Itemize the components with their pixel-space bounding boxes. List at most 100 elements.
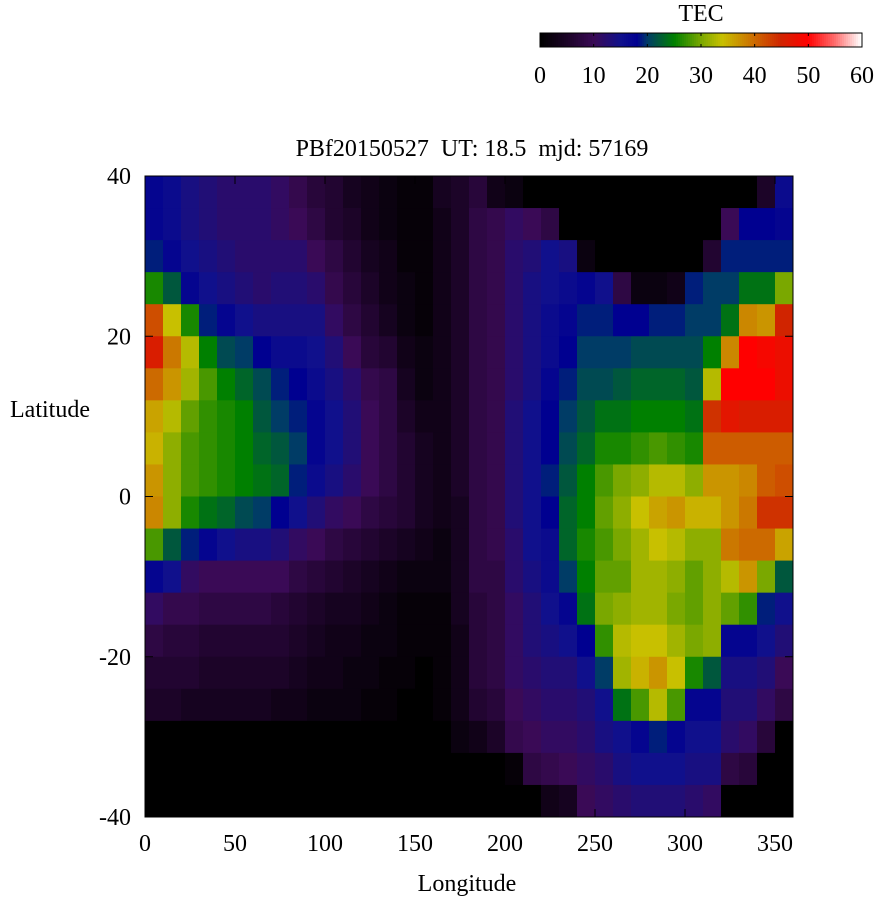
colorbar-swatch (726, 33, 729, 47)
heatmap-cell (613, 336, 632, 369)
heatmap-cell (703, 400, 722, 433)
colorbar-swatch (648, 33, 651, 47)
heatmap-cell (415, 432, 434, 465)
colorbar-swatch (750, 33, 753, 47)
heatmap-cell (523, 560, 542, 594)
heatmap-cell (703, 208, 722, 241)
colorbar-swatch (570, 33, 573, 47)
heatmap-cell (541, 336, 560, 369)
heatmap-cell (559, 752, 578, 786)
colorbar-swatch (802, 33, 805, 47)
heatmap-cell (253, 624, 272, 658)
heatmap-cell (361, 560, 380, 594)
heatmap-cell (487, 304, 506, 337)
heatmap-cell (577, 368, 596, 401)
heatmap-cell (415, 752, 434, 786)
heatmap-cell (451, 592, 470, 626)
heatmap-cell (613, 400, 632, 433)
heatmap-cell (289, 272, 308, 305)
heatmap-cell (451, 208, 470, 241)
heatmap-cell (235, 240, 254, 273)
heatmap-cell (199, 176, 218, 209)
heatmap-cell (685, 688, 704, 722)
colorbar-swatch (656, 33, 659, 47)
heatmap-cell (721, 720, 740, 754)
colorbar-tick-label: 10 (582, 63, 606, 89)
heatmap-cell (595, 336, 614, 369)
heatmap-cell (631, 496, 650, 530)
heatmap-cell (397, 464, 416, 497)
heatmap-cell (649, 688, 668, 722)
heatmap-cell (649, 560, 668, 594)
heatmap-cell (775, 688, 794, 722)
heatmap-cell (577, 176, 596, 209)
heatmap-cell (613, 656, 632, 690)
heatmap-cell (325, 624, 344, 658)
heatmap-cell (163, 752, 182, 786)
heatmap-cell (379, 208, 398, 241)
heatmap-cell (145, 592, 164, 626)
heatmap-cell (649, 528, 668, 562)
colorbar-swatch (632, 33, 635, 47)
heatmap-cell (199, 208, 218, 241)
colorbar-swatch (612, 33, 615, 47)
colorbar-swatch (836, 33, 839, 47)
heatmap-cell (379, 240, 398, 273)
y-tick-label: 20 (107, 324, 131, 350)
heatmap-cell (649, 496, 668, 530)
heatmap-cell (613, 688, 632, 722)
heatmap-cell (649, 240, 668, 273)
colorbar-swatch (736, 33, 739, 47)
heatmap-cell (271, 720, 290, 754)
colorbar-swatch (706, 33, 709, 47)
heatmap-cell (217, 176, 236, 209)
heatmap-cell (613, 784, 632, 818)
heatmap-cell (343, 432, 362, 465)
heatmap-cell (451, 368, 470, 401)
heatmap-cell (217, 656, 236, 690)
colorbar-swatch (634, 33, 637, 47)
heatmap-cell (451, 336, 470, 369)
colorbar-swatch (552, 33, 555, 47)
heatmap-cell (235, 176, 254, 209)
heatmap-cell (469, 656, 488, 690)
heatmap-cell (361, 688, 380, 722)
x-tick-label: 100 (307, 831, 343, 857)
heatmap-cell (163, 784, 182, 818)
heatmap-cell (289, 336, 308, 369)
heatmap-cell (721, 752, 740, 786)
heatmap-cell (703, 752, 722, 786)
colorbar-swatch (762, 33, 765, 47)
colorbar-swatch (830, 33, 833, 47)
heatmap-cell (523, 400, 542, 433)
heatmap-cell (487, 624, 506, 658)
heatmap-cell (775, 752, 794, 786)
heatmap-cell (271, 240, 290, 273)
heatmap-cell (307, 432, 326, 465)
heatmap-cell (523, 624, 542, 658)
heatmap-cell (325, 464, 344, 497)
heatmap-cell (433, 656, 452, 690)
heatmap-cell (235, 304, 254, 337)
colorbar-swatch (542, 33, 545, 47)
colorbar-swatch (794, 33, 797, 47)
colorbar-tick-label: 0 (534, 63, 546, 89)
heatmap-cell (775, 336, 794, 369)
heatmap-cell (181, 688, 200, 722)
heatmap-cell (199, 688, 218, 722)
heatmap-cell (613, 240, 632, 273)
heatmap-cell (469, 752, 488, 786)
colorbar-swatch (650, 33, 653, 47)
heatmap-cell (685, 656, 704, 690)
heatmap-cell (487, 176, 506, 209)
heatmap-cell (199, 240, 218, 273)
heatmap-cell (433, 272, 452, 305)
heatmap-cell (253, 240, 272, 273)
heatmap-cell (757, 208, 776, 241)
colorbar-swatch (786, 33, 789, 47)
heatmap-cell (577, 304, 596, 337)
heatmap-cell (415, 368, 434, 401)
colorbar-swatch (546, 33, 549, 47)
heatmap-cell (469, 176, 488, 209)
colorbar-swatch (854, 33, 857, 47)
